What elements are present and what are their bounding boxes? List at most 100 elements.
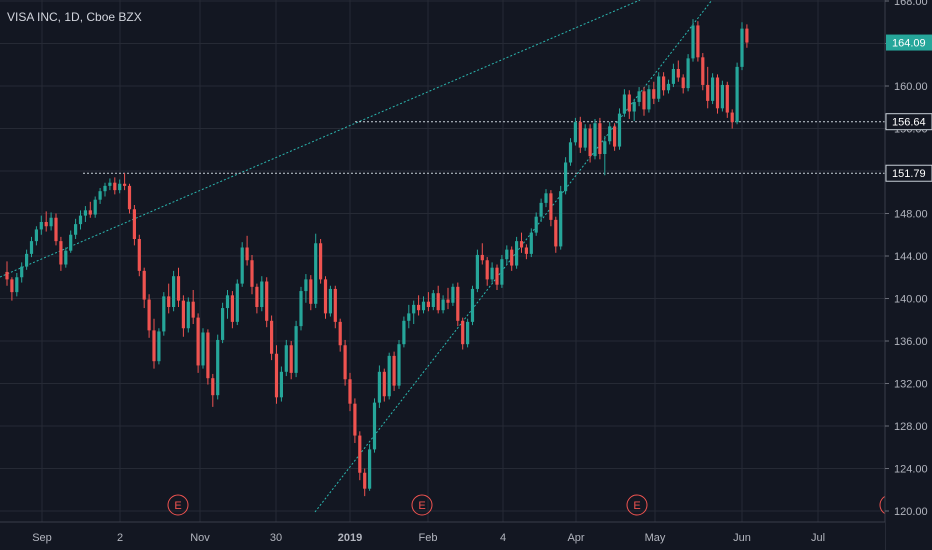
candle[interactable] xyxy=(157,328,161,365)
candle[interactable] xyxy=(15,273,19,297)
candle[interactable] xyxy=(255,283,259,314)
candle[interactable] xyxy=(181,295,185,337)
candle[interactable] xyxy=(588,124,592,163)
candle[interactable] xyxy=(745,24,749,48)
candle[interactable] xyxy=(637,87,641,107)
candle[interactable] xyxy=(412,300,416,324)
price-axis[interactable]: 120.00 124.00 128.00 132.00 136.00 140.00 144.… xyxy=(884,0,932,550)
candle[interactable] xyxy=(39,215,43,235)
candle[interactable] xyxy=(191,290,195,324)
candle[interactable] xyxy=(250,254,254,295)
candles[interactable] xyxy=(5,19,749,497)
candle[interactable] xyxy=(515,236,519,269)
candle[interactable] xyxy=(652,81,656,105)
candle[interactable] xyxy=(289,341,293,380)
candle[interactable] xyxy=(529,228,533,258)
candle[interactable] xyxy=(740,22,744,71)
candle[interactable] xyxy=(333,285,337,329)
candle[interactable] xyxy=(671,63,675,88)
candle[interactable] xyxy=(167,283,171,314)
candle[interactable] xyxy=(328,285,332,317)
candle[interactable] xyxy=(711,73,715,105)
candle[interactable] xyxy=(88,201,92,218)
candle[interactable] xyxy=(392,351,396,391)
candle[interactable] xyxy=(230,291,234,329)
candle[interactable] xyxy=(485,257,489,286)
candle[interactable] xyxy=(279,366,283,402)
candle[interactable] xyxy=(564,157,568,195)
candle[interactable] xyxy=(299,286,303,331)
candle[interactable] xyxy=(681,74,685,94)
candle[interactable] xyxy=(539,198,543,222)
candle[interactable] xyxy=(461,317,465,350)
candle[interactable] xyxy=(54,213,58,246)
candle[interactable] xyxy=(25,249,29,270)
candle[interactable] xyxy=(387,352,391,400)
candle[interactable] xyxy=(647,84,651,113)
candle[interactable] xyxy=(568,138,573,166)
candle[interactable] xyxy=(10,277,14,301)
candle[interactable] xyxy=(309,275,313,311)
candle[interactable] xyxy=(549,190,553,227)
candle[interactable] xyxy=(686,54,690,92)
candle[interactable] xyxy=(216,334,220,400)
candle[interactable] xyxy=(735,62,739,125)
candle[interactable] xyxy=(622,89,626,117)
candle[interactable] xyxy=(363,468,367,497)
candle[interactable] xyxy=(608,122,612,145)
candle[interactable] xyxy=(103,182,107,197)
candle[interactable] xyxy=(691,19,695,62)
candle[interactable] xyxy=(74,218,78,239)
candle[interactable] xyxy=(627,90,631,119)
candle[interactable] xyxy=(500,254,504,288)
candle[interactable] xyxy=(358,431,362,481)
candle[interactable] xyxy=(274,345,279,404)
candle[interactable] xyxy=(407,304,411,329)
candle[interactable] xyxy=(446,287,450,310)
candle[interactable] xyxy=(29,236,34,258)
candle[interactable] xyxy=(426,292,430,312)
candle[interactable] xyxy=(598,117,602,160)
candle[interactable] xyxy=(368,444,372,491)
time-axis[interactable]: Sep 2 Nov 30 2019 Feb 4 Apr May Jun Jul xyxy=(0,521,885,550)
candle[interactable] xyxy=(676,60,680,82)
earnings-marker[interactable]: E xyxy=(626,494,648,516)
candle[interactable] xyxy=(436,285,440,314)
candle[interactable] xyxy=(519,232,524,253)
candle[interactable] xyxy=(294,320,298,378)
candle[interactable] xyxy=(211,373,215,407)
candle[interactable] xyxy=(201,328,205,369)
candle[interactable] xyxy=(402,316,406,348)
candle[interactable] xyxy=(578,116,582,153)
candle[interactable] xyxy=(44,211,48,232)
candle[interactable] xyxy=(593,118,597,160)
candle[interactable] xyxy=(319,239,323,284)
candle[interactable] xyxy=(377,365,381,408)
candle[interactable] xyxy=(314,233,318,309)
candle[interactable] xyxy=(98,188,102,204)
candle[interactable] xyxy=(613,123,617,151)
earnings-marker[interactable]: E xyxy=(411,494,433,516)
candle[interactable] xyxy=(113,177,117,195)
candle[interactable] xyxy=(715,74,720,114)
candle[interactable] xyxy=(706,66,710,109)
candle[interactable] xyxy=(221,302,225,344)
candle[interactable] xyxy=(323,276,328,319)
candle[interactable] xyxy=(617,108,622,150)
candle[interactable] xyxy=(534,212,538,236)
candle[interactable] xyxy=(495,264,499,291)
candle[interactable] xyxy=(270,315,274,361)
candle[interactable] xyxy=(662,72,666,96)
level-price-tag[interactable]: 156.64 xyxy=(885,113,932,131)
candle[interactable] xyxy=(132,205,136,246)
candle[interactable] xyxy=(147,294,151,338)
candle[interactable] xyxy=(417,295,421,316)
candle[interactable] xyxy=(421,296,426,314)
candle[interactable] xyxy=(172,270,176,312)
candle[interactable] xyxy=(206,329,210,385)
candle[interactable] xyxy=(348,372,352,412)
candle[interactable] xyxy=(583,124,587,151)
candle[interactable] xyxy=(397,339,401,389)
candle[interactable] xyxy=(34,226,38,246)
candle[interactable] xyxy=(524,244,528,260)
